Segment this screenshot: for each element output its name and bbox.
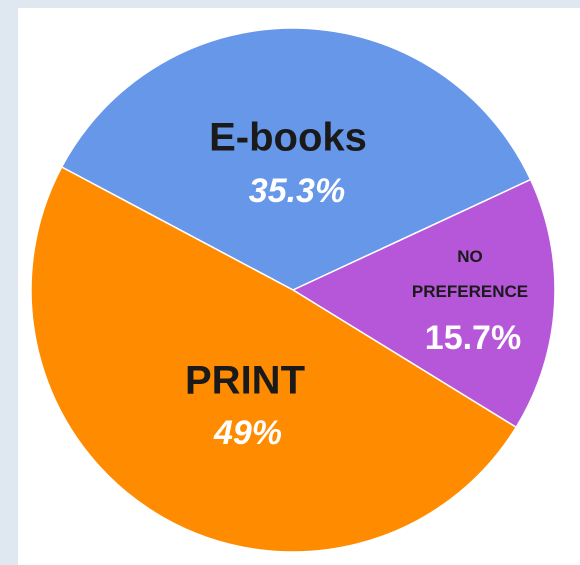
pie-slice <box>30 165 518 553</box>
slice-label: E-books <box>209 116 367 160</box>
slice-label: NO PREFERENCE <box>412 247 528 301</box>
pie-slice <box>291 178 556 429</box>
slice-label: PRINT <box>185 359 305 403</box>
pie-slice <box>60 27 532 291</box>
value-label: 35.3% <box>249 172 345 210</box>
value-label: 49% <box>213 414 282 452</box>
value-label: 15.7% <box>425 319 521 357</box>
